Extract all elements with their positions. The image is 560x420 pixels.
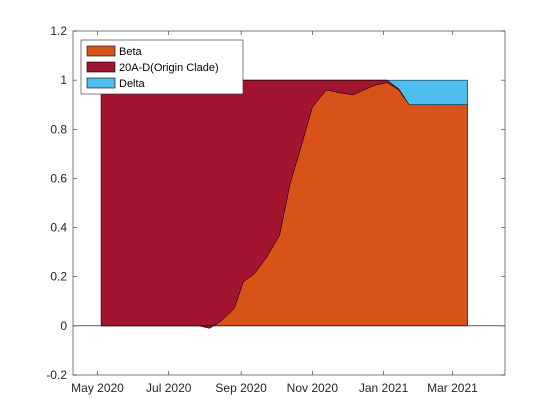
y-tick-label: 1.2 <box>50 24 67 38</box>
x-tick-label: May 2020 <box>71 381 124 395</box>
x-tick-label: Mar 2021 <box>427 381 478 395</box>
x-tick-label: Jan 2021 <box>359 381 409 395</box>
y-tick-label: 1 <box>60 73 67 87</box>
legend-label: 20A-D(Origin Clade) <box>119 62 219 74</box>
y-tick-label: 0 <box>60 319 67 333</box>
stacked-areas <box>73 79 505 329</box>
y-tick-label: -0.2 <box>46 368 67 382</box>
y-tick-label: 0.6 <box>50 171 67 185</box>
y-tick-label: 0.4 <box>50 221 67 235</box>
x-tick-label: Jul 2020 <box>146 381 192 395</box>
legend-swatch <box>86 45 116 57</box>
axes-box <box>72 30 506 376</box>
y-tick-label: 0.2 <box>50 270 67 284</box>
legend-swatch <box>86 61 116 73</box>
legend-label: Beta <box>119 46 143 58</box>
x-tick-label: Nov 2020 <box>287 381 339 395</box>
legend-swatch <box>86 77 116 89</box>
legend: Beta 20A-D(Origin Clade) Delta <box>80 39 244 95</box>
y-tick-label: 0.8 <box>50 122 67 136</box>
legend-label: Delta <box>119 78 146 90</box>
axes: -0.2 0 0.2 0.4 0.6 0.8 1 1.2 May 2020 Jul 2020 Sep… <box>46 24 506 395</box>
area-series-delta <box>100 79 468 105</box>
x-tick-label: Sep 2020 <box>215 381 267 395</box>
